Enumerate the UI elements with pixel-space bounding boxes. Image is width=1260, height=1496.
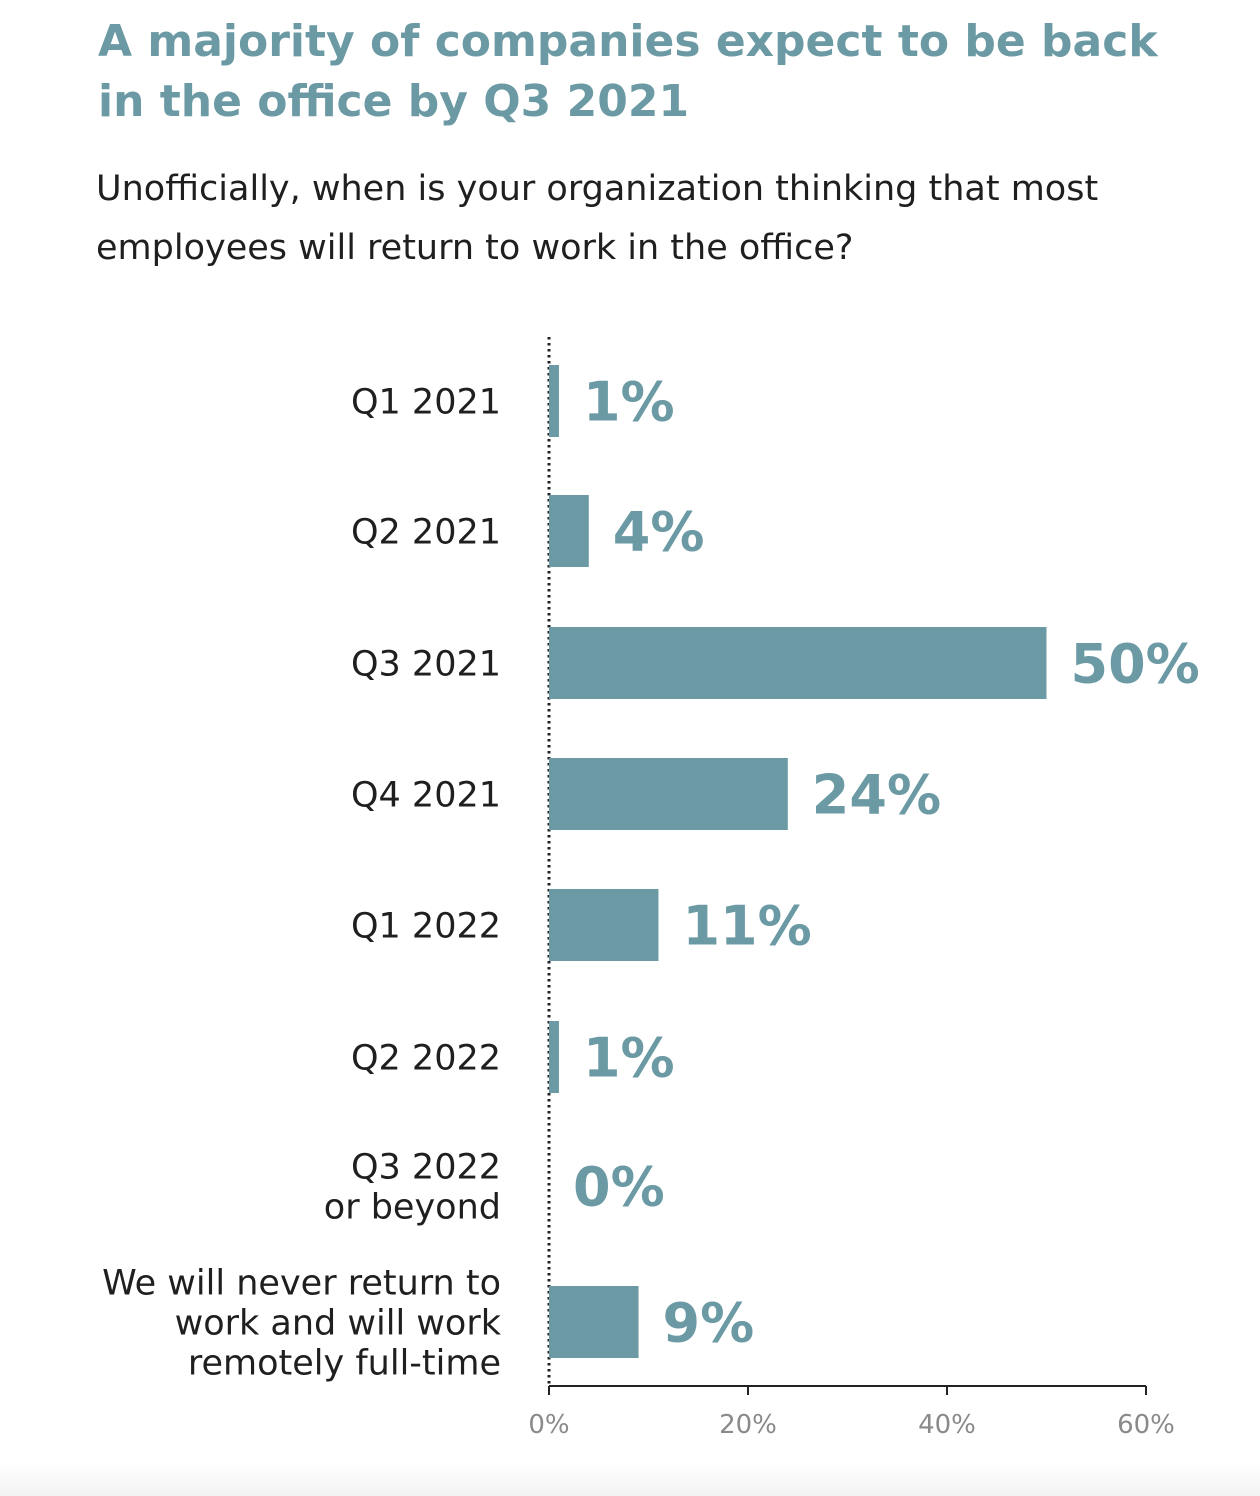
x-tick-label: 0%: [528, 1410, 569, 1440]
category-label-line: We will never return to: [102, 1264, 501, 1304]
category-label-line: or beyond: [324, 1188, 501, 1228]
bar: [549, 365, 559, 437]
bar-value-label: 24%: [812, 763, 941, 826]
bar-value-label: 9%: [663, 1291, 755, 1354]
x-tick-label: 60%: [1117, 1410, 1175, 1440]
bar-value-label: 1%: [583, 370, 675, 433]
chart-title: A majority of companies expect to be bac…: [98, 16, 1158, 127]
bar: [549, 1021, 559, 1093]
category-label-line: remotely full-time: [188, 1344, 501, 1384]
bar-value-label: 11%: [682, 894, 811, 957]
bar-value-label: 50%: [1071, 632, 1200, 695]
category-label: Q1 2021: [351, 383, 501, 423]
bar: [549, 758, 788, 830]
x-tick-label: 40%: [918, 1410, 976, 1440]
bar-value-label: 4%: [613, 500, 705, 563]
category-label-line: work and will work: [175, 1304, 502, 1344]
category-label-line: Q3 2022: [351, 1148, 501, 1188]
bar: [549, 889, 659, 961]
category-label-line: Q1 2022: [351, 907, 501, 947]
category-label: Q1 2022: [351, 907, 501, 947]
category-label: Q2 2021: [351, 513, 501, 553]
bar: [549, 495, 589, 567]
category-label: We will never return to work and will wor…: [102, 1264, 502, 1384]
category-label: Q3 2021: [351, 645, 501, 685]
chart-subtitle: Unofficially, when is your organization …: [96, 169, 1099, 268]
bar-value-label: 0%: [573, 1155, 665, 1218]
category-label-line: Q3 2021: [351, 645, 501, 685]
bottom-edge: [0, 1462, 1260, 1496]
category-label-line: Q4 2021: [351, 776, 501, 816]
category-label-line: Q2 2021: [351, 513, 501, 553]
bar-value-label: 1%: [583, 1026, 675, 1089]
category-label: Q3 2022 or beyond: [324, 1148, 501, 1228]
bar: [549, 1286, 639, 1358]
category-label-line: Q2 2022: [351, 1039, 501, 1079]
category-label-line: Q1 2021: [351, 383, 501, 423]
category-label: Q2 2022: [351, 1039, 501, 1079]
x-tick-label: 20%: [719, 1410, 777, 1440]
bar: [549, 627, 1047, 699]
category-label: Q4 2021: [351, 776, 501, 816]
